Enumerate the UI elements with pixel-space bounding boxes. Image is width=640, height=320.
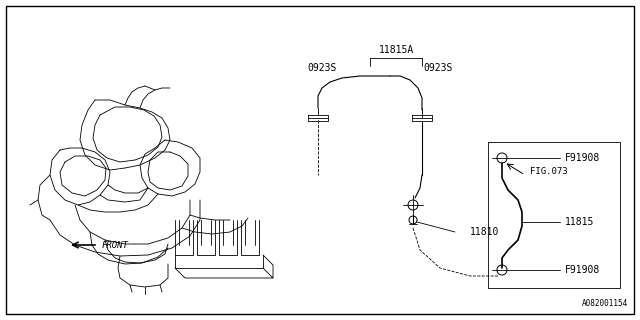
Text: FIG.073: FIG.073 [530,167,568,177]
Text: F91908: F91908 [565,153,600,163]
Text: 11815: 11815 [565,217,595,227]
Text: FRONT: FRONT [102,241,129,250]
Text: 0923S: 0923S [423,63,452,73]
Text: F91908: F91908 [565,265,600,275]
Text: 11815A: 11815A [378,45,413,55]
Text: A082001154: A082001154 [582,299,628,308]
Text: 0923S: 0923S [307,63,337,73]
Text: 11810: 11810 [470,227,499,237]
